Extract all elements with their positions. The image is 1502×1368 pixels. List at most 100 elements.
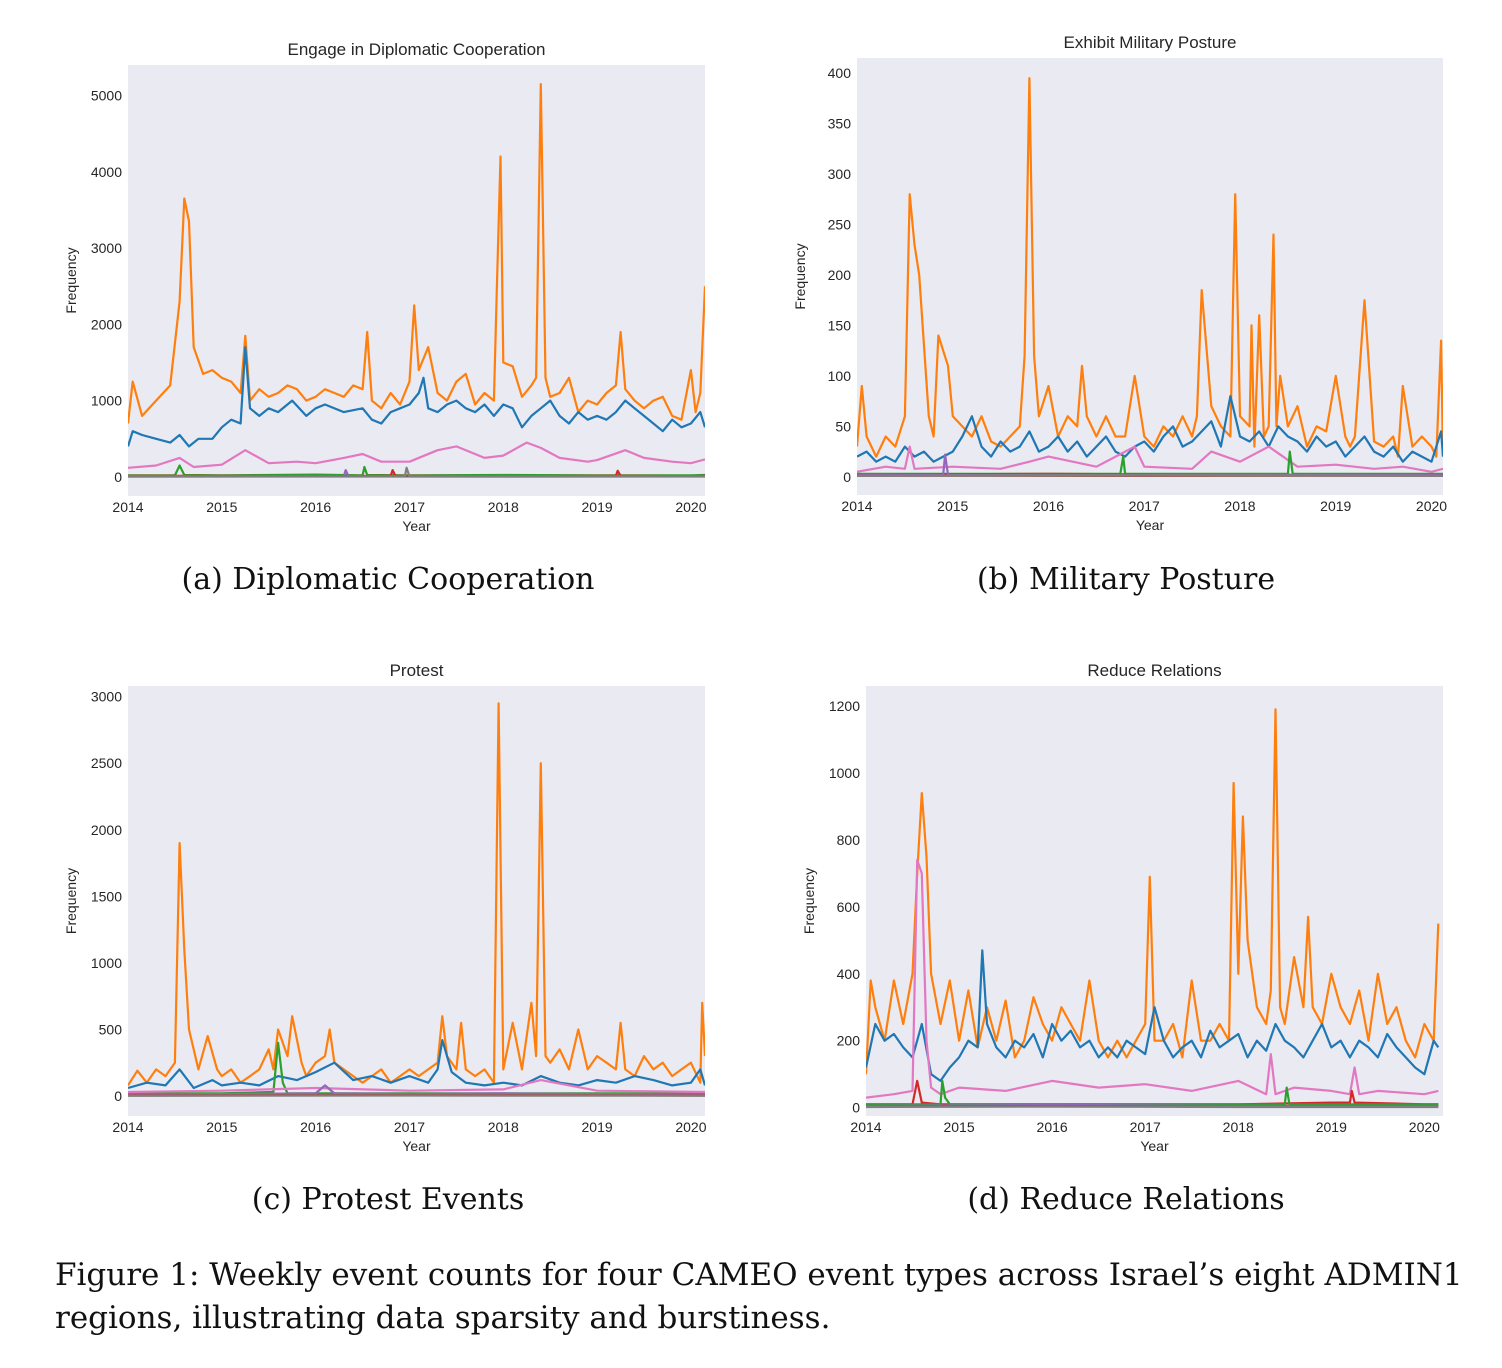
y-tick-label: 1000 [91, 393, 122, 409]
x-tick-label: 2015 [206, 499, 237, 515]
x-tick-label: 2015 [206, 1119, 237, 1135]
subcaption-a: (a) Diplomatic Cooperation [181, 562, 595, 597]
chart-title: Protest [390, 661, 444, 680]
y-tick-label: 0 [843, 469, 851, 485]
y-tick-label: 0 [852, 1100, 860, 1116]
series-line-1 [128, 82, 705, 424]
series-line-3 [866, 858, 1439, 1099]
y-tick-label: 1000 [91, 955, 122, 971]
chart-panel-d: 0 200 400 600 800 1000 1200 2014 2015 2016 2017 201… [801, 661, 1443, 1154]
y-tick-label: 100 [828, 368, 852, 384]
y-tick-label: 3000 [91, 689, 122, 705]
x-axis-label: Year [402, 1138, 431, 1154]
x-tick-label: 2017 [394, 499, 425, 515]
y-tick-label: 50 [835, 418, 851, 434]
x-tick-label: 2014 [850, 1119, 881, 1135]
y-axis-label: Frequency [792, 243, 808, 309]
y-tick-label: 200 [837, 1033, 861, 1049]
subcaption-d: (d) Reduce Relations [967, 1182, 1285, 1217]
series-group [128, 702, 705, 1097]
x-tick-label: 2019 [1316, 1119, 1347, 1135]
figure-caption: Figure 1: Weekly event counts for four C… [55, 1257, 1463, 1336]
x-tick-label: 2020 [675, 1119, 706, 1135]
y-tick-label: 600 [837, 899, 861, 915]
x-tick-label: 2016 [1033, 498, 1064, 514]
x-axis-label: Year [402, 518, 431, 534]
x-tick-label: 2016 [300, 1119, 331, 1135]
y-tick-label: 2500 [91, 755, 122, 771]
series-group [866, 708, 1440, 1109]
x-tick-label: 2017 [1129, 498, 1160, 514]
series-line-2 [866, 949, 1440, 1083]
series-line-3 [857, 445, 1443, 473]
y-tick-label: 1000 [829, 765, 860, 781]
x-tick-label: 2014 [112, 499, 143, 515]
y-axis-label: Frequency [63, 247, 79, 313]
series-line-1 [866, 708, 1440, 1075]
y-tick-label: 150 [828, 317, 852, 333]
series-group [857, 77, 1443, 477]
series-group [128, 82, 705, 478]
y-tick-label: 400 [837, 966, 861, 982]
plot-area [857, 58, 1443, 495]
x-tick-label: 2020 [1409, 1119, 1440, 1135]
y-tick-label: 800 [837, 832, 861, 848]
chart-title: Exhibit Military Posture [1064, 33, 1237, 52]
y-tick-label: 350 [828, 116, 852, 132]
x-tick-label: 2015 [943, 1119, 974, 1135]
y-tick-label: 250 [828, 217, 852, 233]
y-tick-label: 500 [99, 1021, 123, 1037]
series-line-2 [128, 1038, 705, 1090]
y-tick-label: 2000 [91, 822, 122, 838]
x-tick-label: 2014 [841, 498, 872, 514]
x-tick-label: 2016 [1037, 1119, 1068, 1135]
x-tick-label: 2019 [1320, 498, 1351, 514]
x-tick-label: 2015 [937, 498, 968, 514]
y-tick-label: 0 [114, 469, 122, 485]
chart-title: Reduce Relations [1087, 661, 1221, 680]
x-tick-label: 2020 [1416, 498, 1447, 514]
subcaption-b: (b) Military Posture [976, 562, 1276, 597]
y-tick-label: 2000 [91, 316, 122, 332]
x-axis-label: Year [1136, 517, 1165, 533]
subcaption-c: (c) Protest Events [251, 1182, 525, 1217]
plot-area [128, 65, 705, 496]
plot-area [866, 686, 1443, 1116]
series-line-1 [128, 702, 705, 1086]
y-tick-label: 0 [114, 1088, 122, 1104]
series-line-4 [128, 1078, 705, 1094]
chart-panel-a: 0 1000 2000 3000 4000 5000 2014 2015 2016 2017 201… [63, 40, 707, 534]
x-tick-label: 2017 [1130, 1119, 1161, 1135]
y-axis-label: Frequency [63, 868, 79, 934]
x-tick-label: 2016 [300, 499, 331, 515]
series-line-2 [128, 346, 705, 448]
x-tick-label: 2019 [582, 499, 613, 515]
x-tick-label: 2018 [1223, 1119, 1254, 1135]
chart-panel-c: 0 500 1000 1500 2000 2500 3000 2014 2015 2016 2017… [63, 661, 707, 1154]
series-line-2 [857, 395, 1443, 463]
x-tick-label: 2017 [394, 1119, 425, 1135]
y-tick-label: 3000 [91, 240, 122, 256]
series-line-3 [128, 441, 705, 469]
y-tick-label: 4000 [91, 164, 122, 180]
series-line-8 [857, 473, 1443, 477]
series-line-8 [128, 466, 705, 478]
x-tick-label: 2020 [675, 499, 706, 515]
series-line-5 [128, 1084, 705, 1096]
y-tick-label: 200 [828, 267, 852, 283]
y-tick-label: 400 [828, 65, 852, 81]
x-tick-label: 2018 [1224, 498, 1255, 514]
y-tick-label: 1500 [91, 888, 122, 904]
x-axis-label: Year [1140, 1138, 1169, 1154]
x-tick-label: 2018 [488, 1119, 519, 1135]
x-tick-label: 2014 [112, 1119, 143, 1135]
y-tick-label: 5000 [91, 88, 122, 104]
plot-area [128, 686, 705, 1116]
y-axis-label: Frequency [801, 868, 817, 934]
y-tick-label: 300 [828, 166, 852, 182]
chart-panel-b: 0 50 100 150 200 250 300 350 400 2014 2015 2016 2017… [792, 33, 1447, 533]
x-tick-label: 2018 [488, 499, 519, 515]
x-tick-label: 2019 [582, 1119, 613, 1135]
y-tick-label: 1200 [829, 698, 860, 714]
